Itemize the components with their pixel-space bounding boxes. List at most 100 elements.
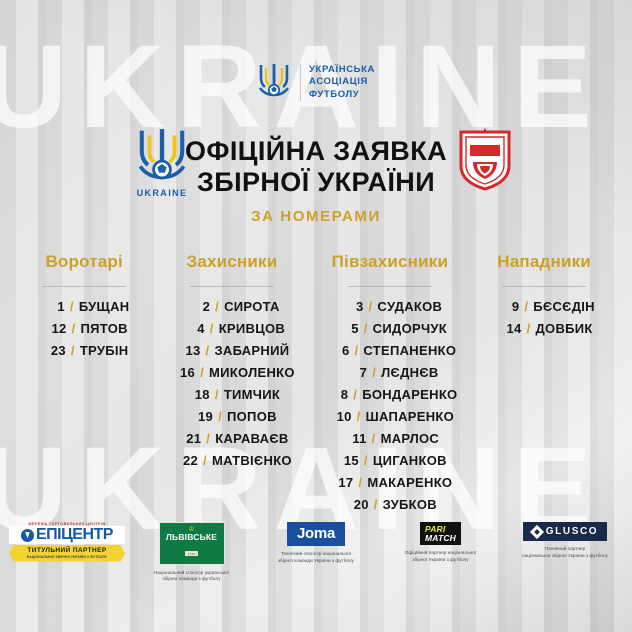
player-name: БЄСЄДІН bbox=[533, 299, 595, 314]
player-row: 14 / ДОВБИК bbox=[496, 321, 593, 336]
diamond-icon bbox=[529, 524, 544, 539]
joma-logo: Joma bbox=[287, 522, 345, 546]
player-separator: / bbox=[354, 343, 359, 358]
player-separator: / bbox=[526, 321, 531, 336]
player-row: 12 / ПЯТОВ bbox=[41, 321, 128, 336]
player-number: 1 bbox=[57, 299, 65, 314]
player-name: МАРЛОС bbox=[380, 431, 440, 446]
player-separator: / bbox=[71, 321, 76, 336]
player-name: СУДАКОВ bbox=[377, 299, 443, 314]
lvivske-logo: ♔ ЛЬВІВСЬКЕ 1715 bbox=[158, 522, 225, 565]
parimatch-name-line-1: PARI bbox=[424, 524, 446, 534]
player-number: 2 bbox=[202, 299, 211, 314]
player-number: 3 bbox=[355, 299, 364, 314]
player-number: 19 bbox=[198, 409, 214, 424]
squad-column-midfielders: Півзахисники 3 / СУДАКОВ 5 / СИДОРЧУК 6 … bbox=[310, 252, 471, 519]
player-separator: / bbox=[218, 409, 222, 424]
player-name: ТРУБІН bbox=[79, 343, 129, 358]
player-number: 5 bbox=[351, 321, 359, 336]
player-name: ПОПОВ bbox=[227, 409, 277, 424]
epicentr-logo: МЕРЕЖА ТОРГОВЕЛЬНИХ ЦЕНТРІВ ЕПІЦЕНТР ТИТ… bbox=[9, 522, 125, 562]
player-row: 21 / КАРАВАЄВ bbox=[175, 431, 288, 446]
player-separator: / bbox=[524, 299, 529, 314]
joma-name: Joma bbox=[297, 525, 335, 542]
player-separator: / bbox=[363, 321, 368, 336]
uaf-logo-bar: УКРАЇНСЬКА АСОЦІАЦІЯ ФУТБОЛУ bbox=[0, 62, 632, 103]
player-row: 20 / ЗУБКОВ bbox=[343, 497, 437, 512]
player-separator: / bbox=[363, 453, 368, 468]
sponsor-parimatch: PARI MATCH Офіційний партнер національно… bbox=[382, 522, 500, 564]
epicentr-ribbon: ТИТУЛЬНИЙ ПАРТНЕР НАЦІОНАЛЬНОЇ ЗБІРНОЇ У… bbox=[9, 545, 125, 562]
column-divider bbox=[502, 286, 587, 287]
opponent-crest bbox=[452, 126, 518, 197]
glusco-name: GLUSCO bbox=[545, 526, 599, 537]
lvivske-caption: Національний спонсор української збірної… bbox=[154, 570, 229, 583]
player-number: 20 bbox=[353, 497, 369, 512]
player-separator: / bbox=[353, 387, 358, 402]
player-separator: / bbox=[356, 409, 361, 424]
player-name: ЗУБКОВ bbox=[382, 497, 437, 512]
player-number: 4 bbox=[197, 321, 205, 336]
player-row: 16 / МИКОЛЕНКО bbox=[169, 365, 295, 380]
player-number: 16 bbox=[180, 365, 196, 380]
player-separator: / bbox=[205, 343, 210, 358]
epicentr-wordmark: ЕПІЦЕНТР bbox=[9, 526, 125, 544]
player-name: ТИМЧИК bbox=[223, 387, 281, 402]
player-number: 12 bbox=[51, 321, 67, 336]
column-divider bbox=[189, 286, 274, 287]
title-line-1: ОФІЦІЙНА ЗАЯВКА bbox=[185, 136, 447, 166]
player-name: ПЯТОВ bbox=[80, 321, 128, 336]
sponsor-bar: МЕРЕЖА ТОРГОВЕЛЬНИХ ЦЕНТРІВ ЕПІЦЕНТР ТИТ… bbox=[8, 522, 624, 583]
caption-line-2: збірної команди України з футболу bbox=[277, 557, 354, 563]
player-separator: / bbox=[200, 365, 204, 380]
lvivske-name: ЛЬВІВСЬКЕ bbox=[165, 532, 218, 542]
player-name: КАРАВАЄВ bbox=[215, 431, 289, 446]
player-number: 22 bbox=[182, 453, 199, 468]
epicentr-mark-icon bbox=[21, 528, 34, 542]
squad-column-forwards: Нападники 9 / БЄСЄДІН 14 / ДОВБИК bbox=[470, 252, 618, 343]
player-name: БОНДАРЕНКО bbox=[362, 387, 458, 402]
player-row: 11 / МАРЛОС bbox=[341, 431, 439, 446]
player-row: 3 / СУДАКОВ bbox=[338, 299, 443, 314]
caption-line-2: збірної команди з футболу bbox=[162, 576, 221, 582]
caption-line-2: збірної України з футболу bbox=[412, 556, 469, 562]
player-name: СИДОРЧУК bbox=[372, 321, 448, 336]
player-name: КРИВЦОВ bbox=[218, 321, 286, 336]
player-row: 17 / МАКАРЕНКО bbox=[327, 475, 452, 490]
player-separator: / bbox=[215, 299, 220, 314]
player-separator: / bbox=[214, 387, 219, 402]
ukraine-crest: UKRAINE bbox=[126, 126, 198, 198]
player-row: 4 / КРИВЦОВ bbox=[179, 321, 285, 336]
player-row: 10 / ШАПАРЕНКО bbox=[326, 409, 454, 424]
ukraine-trident-icon bbox=[135, 129, 189, 186]
column-divider bbox=[42, 286, 127, 287]
sponsor-epicentr: МЕРЕЖА ТОРГОВЕЛЬНИХ ЦЕНТРІВ ЕПІЦЕНТР ТИТ… bbox=[8, 522, 126, 562]
player-separator: / bbox=[373, 497, 378, 512]
player-name: МАКАРЕНКО bbox=[367, 475, 453, 490]
player-separator: / bbox=[203, 453, 207, 468]
crown-icon: ♔ bbox=[188, 526, 195, 533]
uaf-line-3: ФУТБОЛУ bbox=[309, 88, 360, 100]
sponsor-lvivske: ♔ ЛЬВІВСЬКЕ 1715 Національний спонсор ук… bbox=[133, 522, 251, 583]
player-name: СИРОТА bbox=[224, 299, 280, 314]
epicentr-ribbon-line-2: НАЦІОНАЛЬНОЇ ЗБІРНОЇ УКРАЇНИ З ФУТБОЛУ bbox=[26, 554, 108, 559]
player-name: ЦИГАНКОВ bbox=[372, 453, 447, 468]
player-row: 18 / ТИМЧИК bbox=[184, 387, 280, 402]
player-name: ЛЄДНЄВ bbox=[381, 365, 439, 380]
column-divider bbox=[347, 286, 432, 287]
player-row: 8 / БОНДАРЕНКО bbox=[322, 387, 457, 402]
squad-column-defenders: Захисники 2 / СИРОТА 4 / КРИВЦОВ 13 / ЗА… bbox=[154, 252, 309, 475]
lvivske-year: 1715 bbox=[184, 551, 199, 556]
player-row: 15 / ЦИГАНКОВ bbox=[333, 453, 447, 468]
player-row: 22 / МАТВІЄНКО bbox=[172, 453, 292, 468]
caption-line-2: національної збірної України з футболу bbox=[522, 552, 608, 558]
player-number: 21 bbox=[186, 431, 202, 446]
player-number: 17 bbox=[338, 475, 354, 490]
player-separator: / bbox=[358, 475, 363, 490]
poster-subtitle: ЗА НОМЕРАМИ bbox=[251, 207, 381, 225]
player-name: МИКОЛЕНКО bbox=[209, 365, 295, 380]
ukraine-crest-caption: UKRAINE bbox=[136, 188, 188, 198]
uaf-line-2: АСОЦІАЦІЯ bbox=[309, 76, 368, 88]
column-header-goalkeepers: Воротарі bbox=[45, 252, 123, 271]
